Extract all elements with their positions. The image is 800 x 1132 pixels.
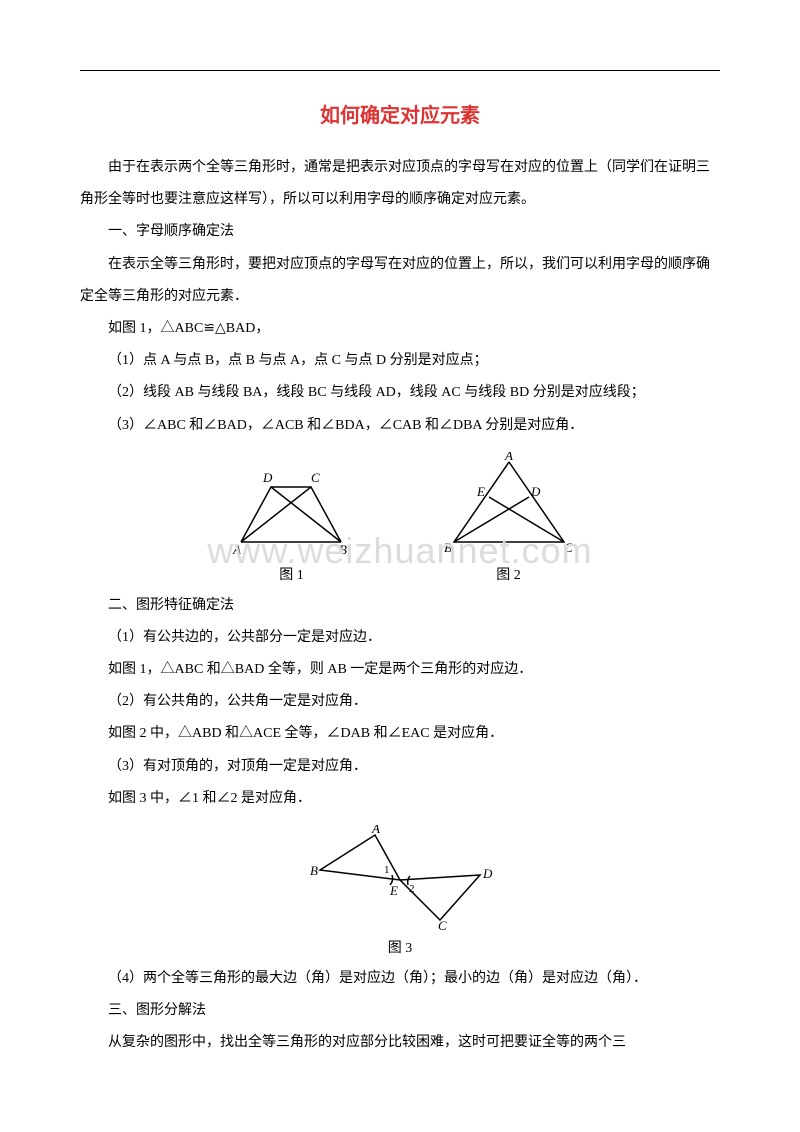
top-rule: [80, 70, 720, 71]
label-A3: A: [371, 825, 380, 836]
label-D3: D: [482, 866, 493, 881]
section2-p1: （1）有公共边的，公共部分一定是对应边．: [80, 622, 720, 654]
title: 如何确定对应元素: [80, 99, 720, 128]
section1-p2: 如图 1，△ABC≌△BAD，: [80, 313, 720, 345]
section1-p1: 在表示全等三角形时，要把对应顶点的字母写在对应的位置上，所以，我们可以利用字母的…: [80, 249, 720, 313]
section3-p1: 从复杂的图形中，找出全等三角形的对应部分比较困难，这时可把要证全等的两个三: [80, 1027, 720, 1059]
intro-paragraph: 由于在表示两个全等三角形时，通常是把表示对应顶点的字母写在对应的位置上（同学们在…: [80, 152, 720, 216]
label-E3: E: [389, 883, 398, 898]
fig2-caption: 图 2: [439, 564, 579, 584]
label-1: 1: [384, 864, 390, 876]
section2-p6: 如图 3 中，∠1 和∠2 是对应角．: [80, 783, 720, 815]
label-A: A: [232, 542, 241, 557]
figure-1: A B D C: [221, 462, 361, 557]
section1-heading: 一、字母顺序确定法: [80, 216, 720, 248]
section2-p7: （4）两个全等三角形的最大边（角）是对应边（角）；最小的边（角）是对应边（角）．: [80, 963, 720, 995]
label-C: C: [311, 470, 320, 485]
label-D2: D: [530, 484, 541, 499]
section2-p5: （3）有对顶角的，对顶角一定是对应角．: [80, 751, 720, 783]
figure-row-2: B A E D C 1 2 图 3: [80, 825, 720, 957]
section1-p3: （1）点 A 与点 B，点 B 与点 A，点 C 与点 D 分别是对应点；: [80, 345, 720, 377]
label-B3: B: [310, 863, 318, 878]
label-C2: C: [564, 540, 573, 555]
figure-3: B A E D C 1 2: [300, 825, 500, 930]
label-2: 2: [409, 883, 415, 895]
section2-p2: 如图 1，△ABC 和△BAD 全等，则 AB 一定是两个三角形的对应边．: [80, 654, 720, 686]
label-B: B: [339, 542, 347, 557]
fig1-caption: 图 1: [222, 564, 362, 584]
caption-row-2: 图 3: [80, 937, 720, 957]
label-B2: B: [444, 540, 452, 555]
section3-heading: 三、图形分解法: [80, 995, 720, 1027]
page: 如何确定对应元素 由于在表示两个全等三角形时，通常是把表示对应顶点的字母写在对应…: [0, 0, 800, 1100]
section1-p4: （2）线段 AB 与线段 BA，线段 BC 与线段 AD，线段 AC 与线段 B…: [80, 377, 720, 409]
section2-p3: （2）有公共角的，公共角一定是对应角．: [80, 686, 720, 718]
fig3-caption: 图 3: [388, 937, 413, 957]
caption-row-1: 图 1 图 2: [80, 564, 720, 584]
section2-p4: 如图 2 中，△ABD 和△ACE 全等，∠DAB 和∠EAC 是对应角．: [80, 718, 720, 750]
label-A2: A: [504, 452, 513, 463]
section2-heading: 二、图形特征确定法: [80, 590, 720, 622]
label-D: D: [262, 470, 273, 485]
figure-2: A B C D E: [439, 452, 579, 557]
figure-row-1: A B D C A B C D E 图 1: [80, 452, 720, 584]
label-C3: C: [438, 918, 447, 930]
section1-p5: （3）∠ABC 和∠BAD，∠ACB 和∠BDA，∠CAB 和∠DBA 分别是对…: [80, 410, 720, 442]
label-E2: E: [476, 484, 485, 499]
